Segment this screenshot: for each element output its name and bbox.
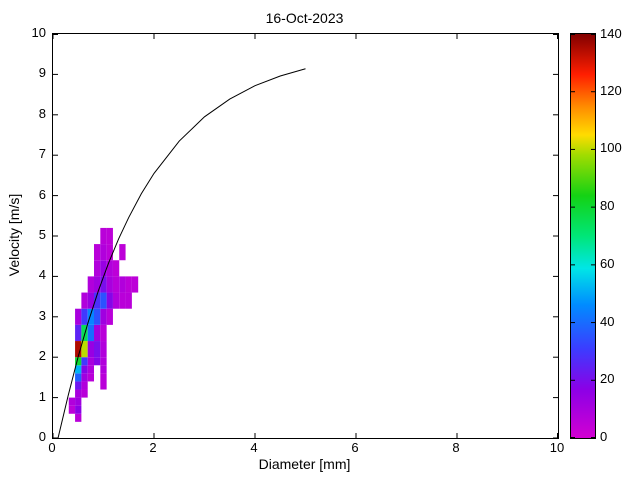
heatmap-cell (75, 341, 82, 358)
heatmap-cell (100, 341, 107, 358)
colorbar-tick-label: 40 (600, 313, 615, 329)
heatmap-cell (106, 292, 113, 309)
heatmap-cell (75, 405, 82, 414)
colorbar-tick-label: 60 (600, 255, 615, 271)
y-tick-label: 6 (38, 186, 46, 202)
heatmap-cell (100, 227, 107, 245)
y-tick-label: 4 (38, 267, 46, 283)
y-tick-label: 0 (38, 429, 46, 444)
heatmap-cell (100, 373, 107, 390)
heatmap-cell (75, 413, 82, 422)
x-tick-label: 8 (452, 440, 460, 455)
terminal-velocity-curve (57, 68, 306, 438)
colorbar-tick-label: 80 (600, 198, 615, 214)
heatmap-cell (106, 260, 113, 277)
heatmap-cell (94, 324, 101, 342)
heatmap-cell (75, 324, 82, 342)
heatmap-cell (94, 341, 101, 358)
x-tick-label: 0 (48, 440, 56, 455)
heatmap-cell (81, 381, 88, 390)
heatmap-cell (75, 389, 82, 398)
heatmap-cell (75, 357, 82, 366)
x-tick-label: 6 (351, 440, 359, 455)
heatmap-cell (75, 373, 82, 382)
heatmap-cell (112, 276, 120, 293)
heatmap-cell (100, 308, 107, 325)
y-tick-label: 3 (38, 307, 46, 323)
heatmap-cell (100, 357, 107, 366)
heatmap-cell (94, 357, 101, 366)
heatmap-cell (94, 260, 101, 277)
x-tick-label: 10 (549, 440, 565, 455)
heatmap-cell (106, 244, 113, 261)
heatmap-cell (94, 244, 101, 261)
x-axis-label: Diameter [mm] (258, 456, 351, 472)
y-tick-label: 5 (38, 227, 46, 242)
heatmap-cell (81, 341, 88, 358)
heatmap-cell (100, 260, 107, 277)
x-tick-label: 4 (250, 440, 258, 455)
heatmap-cell (75, 308, 82, 325)
heatmap-cell (100, 365, 107, 374)
heatmap-cell (68, 397, 76, 406)
y-tick-label: 8 (38, 105, 46, 121)
heatmap-cell (75, 381, 82, 390)
heatmap-cell (100, 244, 107, 261)
heatmap-cell (81, 373, 88, 382)
colorbar-tick-label: 0 (600, 428, 608, 444)
heatmap-cell (106, 308, 113, 325)
heatmap-cell (87, 308, 95, 325)
heatmap-cell (87, 276, 95, 293)
heatmap-cell (112, 292, 120, 309)
heatmap-cell (81, 308, 88, 325)
heatmap-cell (106, 276, 113, 293)
plot-area (52, 33, 559, 439)
colorbar-tick-label: 20 (600, 371, 615, 387)
heatmap-cell (87, 324, 95, 342)
colorbar-ticks-canvas (571, 34, 595, 438)
heatmap-cell (81, 389, 88, 398)
x-tick-label: 2 (149, 440, 157, 455)
heatmap-cell (87, 292, 95, 309)
heatmap-cell (81, 292, 88, 309)
heatmap-cell (81, 365, 88, 374)
heatmap-cell (87, 365, 95, 374)
colorbar-tick-label: 140 (600, 25, 622, 41)
heatmap-cell (100, 292, 107, 309)
heatmap-cell (75, 365, 82, 374)
heatmap-cell (87, 357, 95, 366)
y-tick-label: 7 (38, 146, 46, 162)
y-tick-label: 10 (31, 25, 46, 40)
heatmap-cell (106, 227, 113, 245)
y-tick-label: 1 (38, 388, 46, 404)
heatmap-cell (87, 341, 95, 358)
heatmap-cell (119, 276, 126, 293)
y-tick-label: 9 (38, 65, 46, 81)
heatmap-cell (81, 324, 88, 342)
heatmap-cell (94, 308, 101, 325)
heatmap-cell (100, 324, 107, 342)
colorbar (570, 33, 596, 439)
heatmap-cell (75, 397, 82, 406)
colorbar-tick-label: 120 (600, 82, 622, 98)
heatmap-cell (94, 276, 101, 293)
heatmap-cell (112, 260, 120, 277)
heatmap-cell (94, 292, 101, 309)
heatmap-cell (125, 292, 132, 309)
heatmap-cell (81, 357, 88, 366)
heatmap-cell (87, 373, 95, 382)
heatmap-cell (68, 405, 76, 414)
heatmap-canvas (53, 34, 558, 438)
heatmap-cell (100, 276, 107, 293)
y-tick-label: 2 (38, 348, 46, 364)
heatmap-cell (119, 244, 126, 261)
colorbar-tick-label: 100 (600, 140, 622, 156)
heatmap-cell (131, 276, 139, 293)
chart-title: 16-Oct-2023 (265, 10, 344, 26)
heatmap-cell (119, 292, 126, 309)
heatmap-cell (125, 276, 132, 293)
